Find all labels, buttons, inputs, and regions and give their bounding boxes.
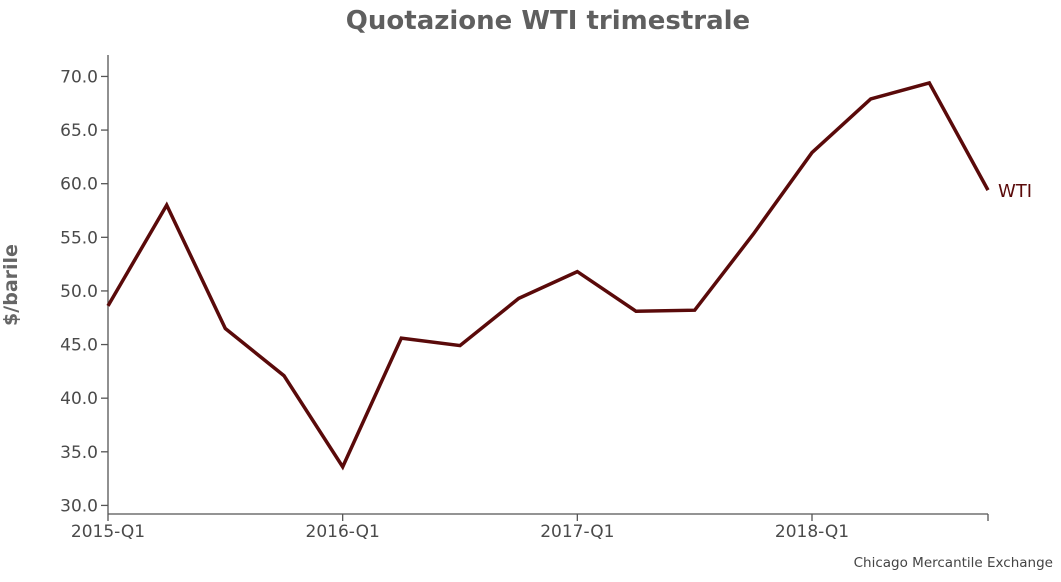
- y-axis: 30.0 35.0 40.0 45.0 50.0 55.0 60.0 65.0 70.0: [60, 55, 109, 516]
- series-line-wti: [106, 80, 990, 471]
- y-tick-label: 50.0: [60, 282, 98, 302]
- y-tick-label: 55.0: [60, 228, 98, 248]
- y-tick-label: 45.0: [60, 336, 98, 356]
- chart-title: Quotazione WTI trimestrale: [346, 6, 750, 36]
- source-note: Chicago Mercantile Exchange: [854, 555, 1053, 571]
- y-axis-title: $/barile: [0, 244, 22, 326]
- series-group: WTI: [106, 80, 1032, 471]
- series-label: WTI: [998, 181, 1032, 202]
- x-axis: 2015-Q1 2016-Q1 2017-Q1 2018-Q1: [71, 513, 989, 542]
- y-tick-label: 60.0: [60, 175, 98, 195]
- x-tick-label: 2015-Q1: [71, 522, 145, 542]
- y-tick-label: 35.0: [60, 443, 98, 463]
- x-tick-label: 2018-Q1: [775, 522, 849, 542]
- y-tick-label: 65.0: [60, 121, 98, 141]
- x-tick-label: 2016-Q1: [306, 522, 380, 542]
- y-tick-label: 70.0: [60, 67, 98, 87]
- y-tick-label: 40.0: [60, 389, 98, 409]
- x-tick-label: 2017-Q1: [540, 522, 614, 542]
- y-tick-label: 30.0: [60, 496, 98, 516]
